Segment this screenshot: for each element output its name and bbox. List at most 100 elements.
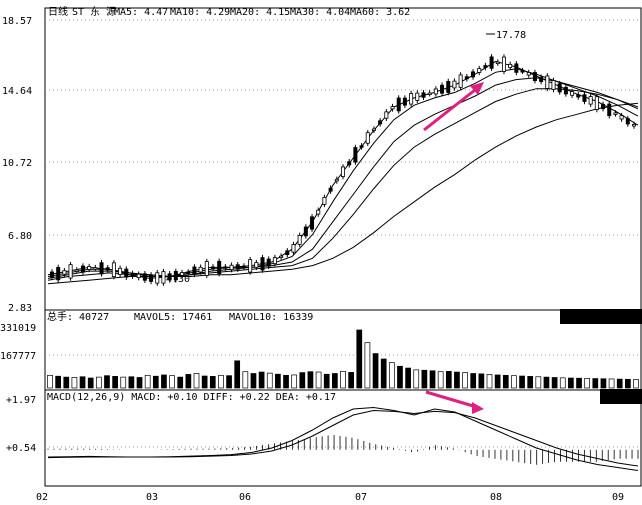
- volume-bar: [226, 375, 232, 389]
- candle-body: [526, 72, 531, 76]
- price-gridlines: [45, 19, 641, 448]
- candle-body: [452, 80, 457, 89]
- volume-bar: [478, 373, 485, 389]
- candles: [50, 54, 637, 286]
- volume-bar: [616, 378, 623, 389]
- macd-y-tick: +1.97: [6, 395, 36, 406]
- volume-bar: [242, 371, 249, 389]
- volume-bar: [218, 374, 224, 389]
- volume-legend-total: 总手: 40727: [47, 310, 109, 323]
- price-legend-ma10: MA10: 4.29: [170, 7, 230, 18]
- volume-bar: [608, 378, 615, 389]
- volume-bar: [527, 376, 534, 389]
- candle-body: [464, 76, 469, 80]
- candle-body: [514, 63, 519, 73]
- volume-bar: [250, 373, 257, 389]
- candle-body: [340, 166, 345, 177]
- candle-body: [99, 262, 104, 275]
- candle-body: [576, 94, 581, 98]
- macd-panel-button[interactable]: [600, 389, 642, 404]
- candle-body: [217, 260, 222, 274]
- price-legend-ma20: MA20: 4.15: [230, 7, 290, 18]
- candle-body: [334, 178, 339, 182]
- candle-body: [588, 96, 593, 105]
- volume-bars: [47, 329, 639, 389]
- candle-body: [619, 115, 624, 120]
- candle-body: [93, 267, 98, 270]
- candle-body: [62, 270, 67, 275]
- candle-body: [310, 216, 315, 230]
- candle-body: [625, 118, 630, 125]
- candle-body: [167, 273, 172, 281]
- trend-arrow-price: [423, 82, 484, 132]
- volume-bar: [413, 369, 420, 389]
- candle-body: [545, 75, 550, 89]
- macd-line-diff: [47, 406, 639, 471]
- candle-body: [501, 56, 506, 72]
- candle-body: [607, 103, 612, 117]
- volume-bar: [79, 376, 86, 389]
- volume-bar: [258, 371, 265, 389]
- candle-body: [254, 262, 259, 268]
- volume-bar: [95, 376, 102, 389]
- volume-bar: [380, 358, 387, 389]
- x-tick: 06: [239, 492, 251, 503]
- candle-body: [297, 235, 302, 245]
- volume-bar: [372, 353, 379, 389]
- candle-body: [427, 92, 432, 95]
- volume-bar: [63, 376, 70, 389]
- candle-body: [192, 266, 197, 275]
- candle-body: [489, 56, 494, 69]
- volume-bar: [299, 372, 306, 389]
- candle-body: [56, 266, 61, 281]
- volume-bar: [405, 367, 411, 389]
- candle-body: [149, 274, 154, 282]
- annotation-high: 17.78: [496, 30, 526, 41]
- volume-panel-button[interactable]: [560, 309, 642, 324]
- volume-bar: [169, 375, 175, 389]
- x-tick: 03: [146, 492, 158, 503]
- candle-body: [520, 70, 525, 73]
- volume-bar: [551, 377, 558, 389]
- volume-bar: [275, 373, 281, 389]
- volume-bar: [71, 377, 78, 389]
- volume-bar: [568, 377, 574, 389]
- volume-bar: [266, 372, 273, 389]
- price-y-tick: 10.72: [2, 158, 32, 169]
- candle-body: [582, 94, 587, 102]
- candle-body: [316, 209, 321, 215]
- volume-bar: [559, 377, 566, 389]
- volume-bar: [633, 379, 639, 389]
- volume-bar: [104, 375, 110, 389]
- candle-body: [303, 226, 308, 237]
- volume-legend-mavol10: MAVOL10: 16339: [229, 312, 313, 323]
- candle-body: [384, 111, 389, 119]
- candle-body: [396, 97, 401, 112]
- candle-body: [563, 86, 568, 95]
- trend-arrow-macd: [425, 390, 484, 414]
- candle-body: [446, 81, 451, 93]
- candle-body: [613, 112, 618, 115]
- candle-body: [594, 96, 599, 110]
- candle-body: [291, 244, 296, 253]
- volume-y-tick: 331019: [0, 323, 36, 334]
- volume-bar: [152, 375, 159, 389]
- volume-bar: [462, 372, 468, 389]
- volume-bar: [494, 374, 501, 389]
- volume-bar: [421, 369, 428, 389]
- candle-body: [155, 272, 160, 284]
- price-y-tick: 2.83: [8, 303, 32, 314]
- volume-bar: [209, 376, 216, 389]
- price-panel: [44, 7, 642, 311]
- volume-bar: [161, 374, 167, 389]
- volume-bar: [307, 371, 314, 389]
- volume-bar: [445, 370, 452, 389]
- ma-line-ma30: [47, 88, 639, 281]
- price-legend-period: 日线: [48, 5, 68, 18]
- candle-body: [210, 266, 215, 269]
- candle-body: [508, 63, 513, 68]
- price-legend-ma5: MA5: 4.47: [114, 7, 168, 18]
- candle-body: [80, 265, 85, 273]
- volume-bar: [364, 342, 371, 389]
- candle-body: [161, 271, 166, 284]
